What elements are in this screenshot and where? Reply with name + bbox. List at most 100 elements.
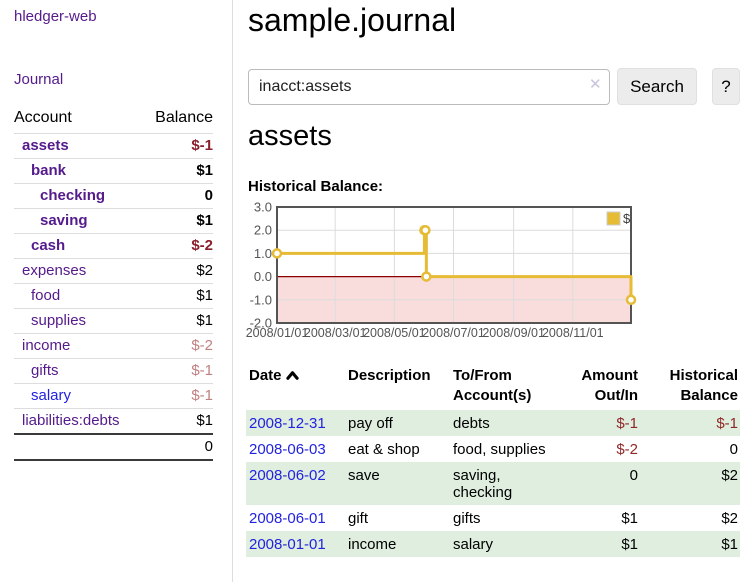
register-header-accounts: To/From Account(s) [453, 367, 532, 404]
transaction-accounts: salary [453, 536, 494, 553]
transaction-balance: $-1 [716, 415, 738, 432]
register-header-amount: Amount Out/In [581, 367, 638, 404]
register-row: 2008-06-01 gift gifts $1 $2 [246, 505, 740, 531]
transaction-amount: 0 [629, 467, 638, 484]
register-row: 2008-06-03 eat & shop food, supplies $-2 0 [246, 436, 740, 462]
account-balance: $2 [142, 258, 213, 284]
help-button[interactable]: ? [712, 68, 740, 105]
transaction-accounts: debts [453, 415, 490, 432]
svg-text:0.0: 0.0 [254, 269, 272, 284]
register-row: 2008-06-02 save saving, checking 0 $2 [246, 462, 740, 505]
account-balance: 0 [142, 183, 213, 209]
register-header-date[interactable]: Date [246, 361, 345, 410]
svg-text:2008/09/01: 2008/09/01 [482, 326, 545, 340]
svg-text:2008/03/01: 2008/03/01 [304, 326, 367, 340]
transaction-amount: $1 [621, 510, 638, 527]
transaction-balance: $2 [721, 510, 738, 527]
transaction-date-link[interactable]: 2008-06-03 [249, 441, 326, 458]
transaction-description: pay off [348, 415, 393, 432]
account-balance: $1 [142, 408, 213, 434]
account-link-salary[interactable]: salary [31, 387, 72, 404]
transaction-accounts: food, supplies [453, 441, 546, 458]
svg-text:$: $ [623, 211, 631, 226]
sidebar-item-journal[interactable]: Journal [14, 71, 64, 88]
accounts-table-body: assets $-1 bank $1 checking 0 saving $1 cash $-2 e… [14, 133, 213, 461]
account-link-bank[interactable]: bank [31, 162, 67, 179]
transaction-date-link[interactable]: 2008-06-01 [249, 510, 326, 527]
account-row: income $-2 [14, 333, 213, 359]
transaction-balance: 0 [729, 441, 738, 458]
account-row: liabilities:debts $1 [14, 408, 213, 434]
account-row: bank $1 [14, 158, 213, 184]
account-balance: $-2 [142, 333, 213, 359]
account-link-income[interactable]: income [22, 337, 71, 354]
account-link-supplies[interactable]: supplies [31, 312, 87, 329]
transaction-accounts: saving, checking [453, 467, 513, 501]
account-row: gifts $-1 [14, 358, 213, 384]
chart-canvas: $3.0 2.0 1.0 0.0 -1.0 -2.02008/01/012008/03/0… [246, 200, 637, 340]
transaction-amount: $-1 [616, 415, 638, 432]
account-row: cash $-2 [14, 233, 213, 259]
svg-text:1.0: 1.0 [254, 246, 272, 261]
account-link-assets[interactable]: assets [22, 137, 69, 154]
register-header-description: Description [348, 367, 431, 384]
account-link-checking[interactable]: checking [40, 187, 106, 204]
register-header-balance: Historical Balance [669, 367, 738, 404]
svg-text:2008/07/01: 2008/07/01 [422, 326, 485, 340]
transaction-description: save [348, 467, 380, 484]
app-title-link[interactable]: hledger-web [14, 8, 97, 25]
account-balance: $1 [142, 158, 213, 184]
accounts-column-header: Account [14, 109, 72, 126]
chart-label: Historical Balance: [248, 178, 384, 195]
accounts-total-row: 0 [14, 433, 213, 461]
transaction-accounts: gifts [453, 510, 481, 527]
accounts-total-value: 0 [142, 433, 213, 461]
account-balance: $-2 [142, 233, 213, 259]
account-heading: assets [248, 120, 332, 152]
account-link-saving[interactable]: saving [40, 212, 88, 229]
transaction-balance: $1 [721, 536, 738, 553]
account-balance: $-1 [142, 133, 213, 159]
search-input[interactable] [248, 69, 610, 105]
svg-text:2008/11/01: 2008/11/01 [542, 326, 604, 340]
account-balance: $1 [142, 308, 213, 334]
sidebar: hledger-web Journal Account Balance asse… [0, 0, 233, 582]
transaction-description: gift [348, 510, 369, 527]
account-link-liabilities-debts[interactable]: liabilities:debts [22, 412, 120, 429]
account-link-cash[interactable]: cash [31, 237, 66, 254]
account-row: supplies $1 [14, 308, 213, 334]
historical-balance-chart: $3.0 2.0 1.0 0.0 -1.0 -2.0 2008/01/01 2008/03/0… [246, 200, 742, 348]
search-button[interactable]: Search [617, 68, 697, 105]
account-link-food[interactable]: food [31, 287, 61, 304]
account-row: assets $-1 [14, 133, 213, 159]
accounts-table: Account Balance assets $-1 bank $1 checking 0… [14, 103, 213, 461]
account-row: saving $1 [14, 208, 213, 234]
register-row: 2008-12-31 pay off debts $-1 $-1 [246, 410, 740, 436]
transaction-amount: $-2 [616, 441, 638, 458]
account-balance: $-1 [142, 358, 213, 384]
transaction-date-link[interactable]: 2008-12-31 [249, 415, 326, 432]
account-balance: $1 [142, 208, 213, 234]
balance-column-header: Balance [155, 109, 213, 126]
account-link-expenses[interactable]: expenses [22, 262, 87, 279]
account-row: expenses $2 [14, 258, 213, 284]
svg-text:2008/01/01: 2008/01/01 [246, 326, 309, 340]
account-balance: $1 [142, 283, 213, 309]
clear-search-icon[interactable]: ✕ [589, 76, 602, 93]
account-link-gifts[interactable]: gifts [31, 362, 59, 379]
transaction-amount: $1 [621, 536, 638, 553]
account-row: salary $-1 [14, 383, 213, 409]
svg-text:-1.0: -1.0 [250, 292, 272, 307]
account-balance: $-1 [142, 383, 213, 409]
svg-text:-2.0: -2.0 [250, 316, 272, 331]
transaction-date-link[interactable]: 2008-06-02 [249, 467, 326, 484]
svg-text:2008/05/01: 2008/05/01 [363, 326, 426, 340]
transaction-description: eat & shop [348, 441, 420, 458]
account-row: checking 0 [14, 183, 213, 209]
svg-text:2.0: 2.0 [254, 223, 272, 238]
register-table: Date Description To/From Account(s) Amou… [246, 361, 740, 557]
account-row: food $1 [14, 283, 213, 309]
transaction-date-link[interactable]: 2008-01-01 [249, 536, 326, 553]
svg-text:3.0: 3.0 [254, 200, 272, 215]
register-table-body: 2008-12-31 pay off debts $-1 $-1 2008-06-03 ea… [246, 410, 740, 557]
